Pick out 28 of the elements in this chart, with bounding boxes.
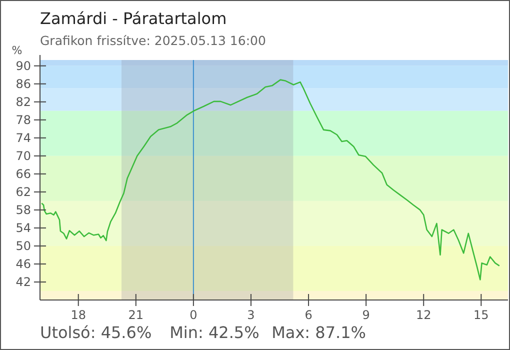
x-tick-label: 21: [128, 308, 144, 322]
x-tick-label: 6: [304, 308, 312, 322]
x-tick-label: 9: [362, 308, 370, 322]
text: Utolsó: 45.6%: [40, 323, 152, 342]
y-axis-title: %: [12, 44, 22, 57]
y-tick-label: 54: [16, 221, 31, 236]
x-tick-label: 15: [474, 308, 489, 322]
y-tick-label: 42: [16, 275, 31, 290]
y-tick-label: 46: [16, 257, 31, 272]
y-tick-label: 90: [16, 59, 31, 74]
chart-title: Zamárdi - Páratartalom: [40, 9, 227, 28]
x-tick-label: 3: [247, 308, 255, 322]
y-tick-label: 62: [16, 185, 31, 200]
y-tick-label: 82: [16, 95, 31, 110]
y-tick-label: 50: [16, 239, 31, 254]
y-tick-label: 74: [16, 131, 31, 146]
y-tick-label: 70: [16, 149, 31, 164]
text: Max: 87.1%: [272, 323, 366, 342]
y-tick-label: 78: [16, 113, 31, 128]
y-tick-label: 58: [16, 203, 31, 218]
chart-subtitle: Grafikon frissítve: 2025.05.13 16:00: [40, 33, 266, 48]
y-tick-label: 66: [16, 167, 31, 182]
text: Min: 42.5%: [170, 323, 260, 342]
x-tick-label: 12: [416, 308, 432, 322]
line-series: [40, 79, 500, 280]
x-tick-label: 18: [70, 308, 86, 322]
y-tick-label: 86: [16, 77, 31, 92]
x-tick-label: 0: [190, 308, 198, 322]
